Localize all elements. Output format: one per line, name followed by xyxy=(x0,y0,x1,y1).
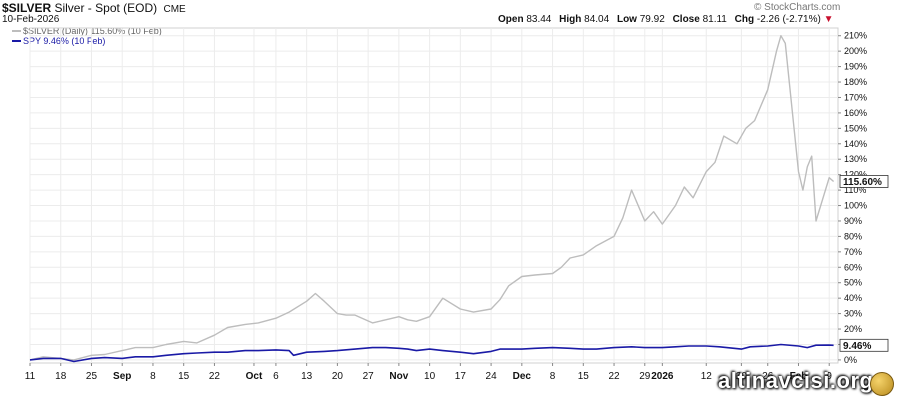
y-tick-label: 140% xyxy=(844,139,867,149)
x-tick-label: 6 xyxy=(273,371,279,382)
silver-end-label-box xyxy=(839,175,889,188)
x-tick-label: 18 xyxy=(55,371,67,382)
x-tick-label: Dec xyxy=(513,371,532,382)
chart-date: 10-Feb-2026 xyxy=(2,14,60,25)
y-tick-label: 40% xyxy=(844,293,862,303)
y-tick-label: 0% xyxy=(844,355,857,365)
x-tick-label: 10 xyxy=(424,371,436,382)
chg-down-arrow-icon: ▼ xyxy=(823,14,834,25)
x-tick-label: 24 xyxy=(486,371,498,382)
y-tick-label: 190% xyxy=(844,62,867,72)
low-value: 79.92 xyxy=(639,14,665,25)
x-tick-label: Oct xyxy=(246,371,263,382)
y-tick-label: 170% xyxy=(844,92,867,102)
high-value: 84.04 xyxy=(584,14,610,25)
y-tick-label: 120% xyxy=(844,170,867,180)
y-tick-label: 130% xyxy=(844,154,867,164)
low-label: Low xyxy=(616,14,637,25)
coin-logo-icon xyxy=(870,372,894,396)
chart-header: $SILVER Silver - Spot (EOD) CME 10-Feb-2… xyxy=(0,0,900,60)
silver-series-line[interactable] xyxy=(29,35,835,361)
x-tick-label: 20 xyxy=(736,371,748,382)
y-tick-label: 110% xyxy=(844,185,866,195)
x-tick-label: 15 xyxy=(578,371,590,382)
x-tick-label: 2026 xyxy=(651,371,674,382)
x-tick-label: 15 xyxy=(178,371,190,382)
x-tick-label: 11 xyxy=(25,371,36,382)
x-tick-label: 8 xyxy=(150,371,156,382)
legend-item-spy[interactable]: SPY 9.46% (10 Feb) xyxy=(12,36,162,46)
legend-label-silver: $SILVER (Daily) 115.60% (10 Feb) xyxy=(23,26,162,36)
y-tick-label: 160% xyxy=(844,108,867,118)
brand-credit[interactable]: © StockCharts.com xyxy=(754,2,841,13)
x-tick-label: 20 xyxy=(332,371,344,382)
y-tick-label: 80% xyxy=(844,231,862,241)
symbol: $SILVER xyxy=(2,1,52,15)
y-tick-label: 90% xyxy=(844,216,862,226)
x-tick-label: 13 xyxy=(301,371,313,382)
x-tick-label: 17 xyxy=(455,371,467,382)
y-tick-label: 200% xyxy=(844,46,867,56)
plot-frame xyxy=(29,27,839,364)
close-value: 81.11 xyxy=(702,14,727,25)
x-tick-label: 9 xyxy=(826,371,832,382)
x-tick-label: 25 xyxy=(86,371,98,382)
open-value: 83.44 xyxy=(526,14,552,25)
ohlc-readout: Open 83.44 High 84.04 Low 79.92 Close 81… xyxy=(498,14,834,25)
symbol-line: $SILVER Silver - Spot (EOD) CME xyxy=(2,1,186,15)
legend-swatch-spy xyxy=(12,40,21,42)
spy-end-label-box xyxy=(839,338,889,352)
exchange: CME xyxy=(163,4,186,15)
x-tick-label: 12 xyxy=(701,371,713,382)
chg-label: Chg xyxy=(734,14,755,25)
y-tick-label: 60% xyxy=(844,262,862,272)
y-tick-label: 210% xyxy=(844,31,867,41)
y-tick-label: 180% xyxy=(844,77,867,87)
y-tick-label: 100% xyxy=(844,201,867,211)
y-tick-label: 150% xyxy=(844,123,867,133)
instrument-name: Silver - Spot (EOD) xyxy=(54,1,158,15)
chg-value: -2.26 (-2.71%) xyxy=(756,14,821,25)
y-tick-label: 70% xyxy=(844,247,862,257)
x-tick-label: 22 xyxy=(209,371,221,382)
x-tick-label: 27 xyxy=(363,371,375,382)
open-label: Open xyxy=(498,14,524,25)
legend-label-spy: SPY 9.46% (10 Feb) xyxy=(23,36,106,46)
y-tick-label: 20% xyxy=(844,324,862,334)
silver-end-label: 115.60% xyxy=(843,177,882,188)
legend: $SILVER (Daily) 115.60% (10 Feb) SPY 9.4… xyxy=(12,26,162,46)
x-tick-label: 29 xyxy=(639,371,651,382)
legend-item-silver[interactable]: $SILVER (Daily) 115.60% (10 Feb) xyxy=(12,26,162,36)
x-tick-label: Sep xyxy=(113,371,131,382)
close-label: Close xyxy=(672,14,700,25)
x-tick-label: 22 xyxy=(608,371,620,382)
y-tick-label: 30% xyxy=(844,309,862,319)
x-tick-label: 26 xyxy=(762,371,774,382)
spy-series-line[interactable] xyxy=(29,343,834,363)
x-tick-label: Feb xyxy=(790,371,808,382)
watermark-text: altinavcisi.org xyxy=(718,368,874,393)
spy-end-label: 9.46% xyxy=(843,341,871,352)
high-label: High xyxy=(559,14,582,25)
y-tick-label: 50% xyxy=(844,278,862,288)
x-tick-label: 8 xyxy=(550,371,556,382)
x-tick-label: Nov xyxy=(389,371,408,382)
legend-swatch-silver xyxy=(12,30,21,32)
